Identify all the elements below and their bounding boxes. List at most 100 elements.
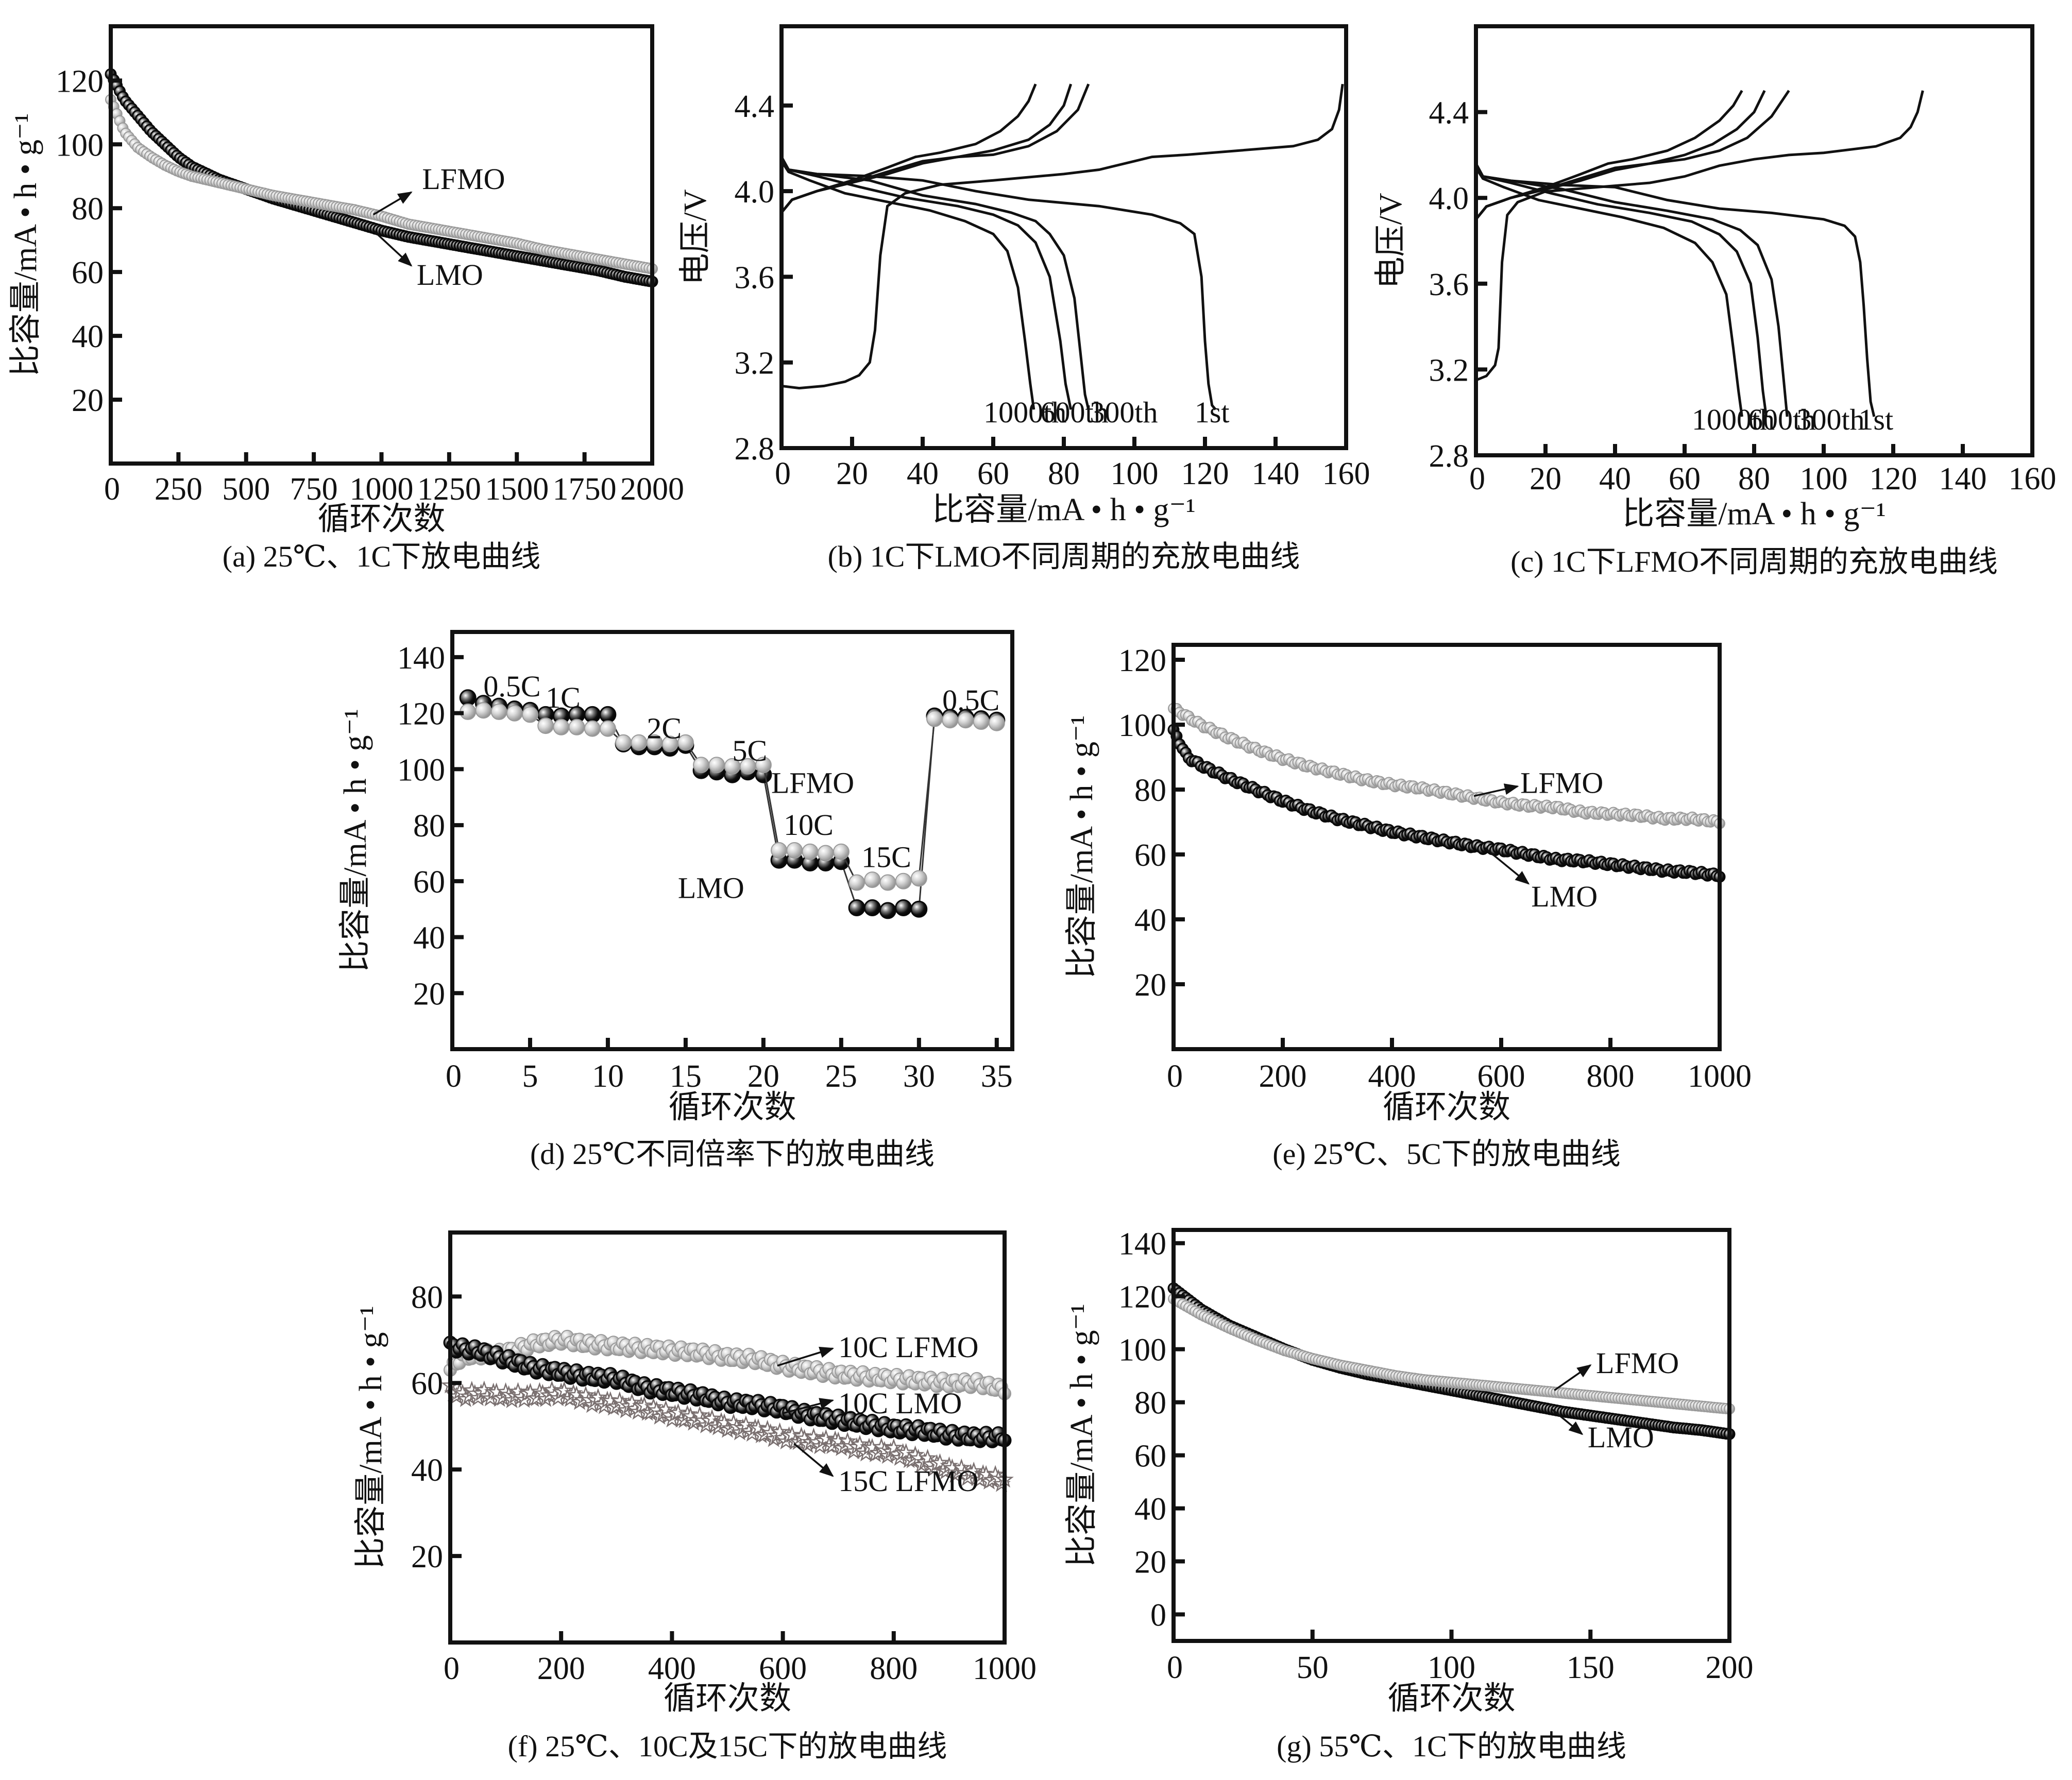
x-tick-label: 1750 <box>553 472 617 507</box>
data-point <box>568 718 585 735</box>
annotation-arrow <box>1484 847 1530 885</box>
y-tick-label: 60 <box>1134 1439 1166 1474</box>
y-tick-label: 40 <box>411 1453 443 1488</box>
x-tick-label: 600 <box>1477 1059 1525 1094</box>
x-tick-label: 800 <box>1587 1059 1635 1094</box>
x-tick-label: 400 <box>1368 1059 1416 1094</box>
x-tick-label: 15 <box>670 1059 702 1094</box>
x-tick-label: 120 <box>1181 456 1229 491</box>
x-tick-label: 20 <box>748 1059 779 1094</box>
x-tick-label: 80 <box>1048 456 1080 491</box>
data-point <box>802 843 819 860</box>
data-point <box>848 899 865 916</box>
curve-line <box>1474 165 1768 417</box>
annotation-label: 300th <box>1796 403 1864 436</box>
x-tick-label: 40 <box>907 456 939 491</box>
data-point <box>771 842 788 859</box>
x-tick-label: 0 <box>1469 461 1485 497</box>
series-600th-discharge <box>780 158 1073 410</box>
y-axis-title: 比容量/mA • h • g⁻¹ <box>353 1306 388 1569</box>
curve-line <box>1475 90 1743 220</box>
x-tick-label: 1000 <box>350 472 414 507</box>
curve-line <box>780 83 1090 214</box>
annotation-label: LFMO <box>771 766 854 800</box>
x-tick-label: 20 <box>1530 461 1561 497</box>
series-1000th-discharge <box>1474 167 1743 417</box>
y-axis-title: 比容量/mA • h • g⁻¹ <box>1064 1304 1099 1567</box>
series-1st-discharge <box>780 156 1217 410</box>
y-tick-label: 100 <box>1118 1333 1166 1368</box>
annotation-arrow <box>1473 783 1519 797</box>
star-marker <box>589 1388 607 1406</box>
data-point <box>584 720 601 737</box>
annotation-label: 10C <box>784 808 834 842</box>
panel-caption: (e) 25℃、5C下的放电曲线 <box>1272 1137 1620 1171</box>
panel-caption: (a) 25℃、1C下放电曲线 <box>223 540 540 573</box>
x-tick-label: 400 <box>648 1651 696 1686</box>
star-marker <box>635 1396 654 1414</box>
x-tick-label: 40 <box>1599 461 1631 497</box>
x-tick-label: 60 <box>1669 461 1701 497</box>
y-tick-label: 4.4 <box>735 89 775 124</box>
series-group <box>441 1329 1014 1492</box>
x-tick-label: 1250 <box>417 472 481 507</box>
x-tick-label: 0 <box>444 1651 460 1686</box>
curve-line <box>780 156 1217 410</box>
y-tick-label: 4.0 <box>1429 181 1469 216</box>
series-300th-discharge <box>1474 163 1789 417</box>
annotation-label: LMO <box>678 871 744 904</box>
x-tick-label: 200 <box>537 1651 585 1686</box>
series-group <box>1167 703 1726 883</box>
x-tick-label: 160 <box>2009 461 2057 497</box>
panel-f-discharge-10c-15c: 0 200 400 600 800 1000 20 40 60 80 循环次数 比容量/mA • h … <box>353 1230 1037 1763</box>
x-tick-label: 1500 <box>485 472 549 507</box>
x-tick-label: 10 <box>592 1059 624 1094</box>
annotation-label: 600th <box>1040 396 1108 429</box>
series-300th-charge <box>780 83 1090 214</box>
data-point <box>615 734 632 751</box>
y-tick-label: 140 <box>397 641 445 676</box>
annotation-label: 0.5C <box>483 670 540 703</box>
data-point <box>522 706 538 723</box>
data-point <box>864 871 881 888</box>
y-axis-title: 电压/V <box>678 189 713 285</box>
annotation-label: 300th <box>1090 396 1158 429</box>
series-10c-lmo <box>443 1336 1012 1448</box>
y-axis-title: 电压/V <box>1373 193 1408 288</box>
x-tick-label: 25 <box>825 1059 857 1094</box>
y-tick-label: 60 <box>411 1366 443 1401</box>
annotation-label: LFMO <box>1596 1346 1679 1380</box>
data-point <box>693 757 710 774</box>
annotation-label: 15C LFMO <box>838 1464 978 1498</box>
annotation-arrow <box>1554 1364 1592 1391</box>
data-point <box>863 899 881 916</box>
data-point <box>490 703 507 720</box>
x-axis-title: 比容量/mA • h • g⁻¹ <box>1622 497 1886 532</box>
x-tick-label: 20 <box>836 456 868 491</box>
annotation-label: 600th <box>1748 403 1816 436</box>
data-point <box>895 899 912 916</box>
annotation-label: 1st <box>1858 403 1893 436</box>
curve-line <box>780 158 1073 410</box>
annotation-label: LMO <box>1531 880 1598 913</box>
annotation-label: LMO <box>1588 1420 1654 1454</box>
data-point <box>506 705 523 722</box>
panel-caption: (b) 1C下LMO不同周期的充放电曲线 <box>828 540 1300 573</box>
star-marker <box>783 1425 802 1443</box>
data-point <box>988 714 1005 731</box>
data-point <box>599 706 617 723</box>
data-point <box>708 757 725 774</box>
y-tick-label: 120 <box>1118 1280 1166 1315</box>
x-tick-label: 100 <box>1111 456 1159 491</box>
y-tick-label: 80 <box>1134 1386 1166 1421</box>
x-tick-label: 500 <box>222 472 270 507</box>
y-tick-label: 2.8 <box>1429 439 1469 474</box>
star-marker <box>964 1461 983 1479</box>
y-axis-title: 比容量/mA • h • g⁻¹ <box>1064 715 1099 979</box>
annotation-label: LFMO <box>1520 766 1603 799</box>
x-tick-label: 0 <box>104 472 120 507</box>
annotation-label: 0.5C <box>942 683 999 717</box>
panel-c-lfmo-charge-discharge: 0 20 40 60 80 100 120 140 160 2.8 3.2 3.6 4.0 4.4 比容量/… <box>1373 24 2057 578</box>
curve-line <box>780 83 1037 214</box>
series-600th-charge <box>1475 90 1766 220</box>
